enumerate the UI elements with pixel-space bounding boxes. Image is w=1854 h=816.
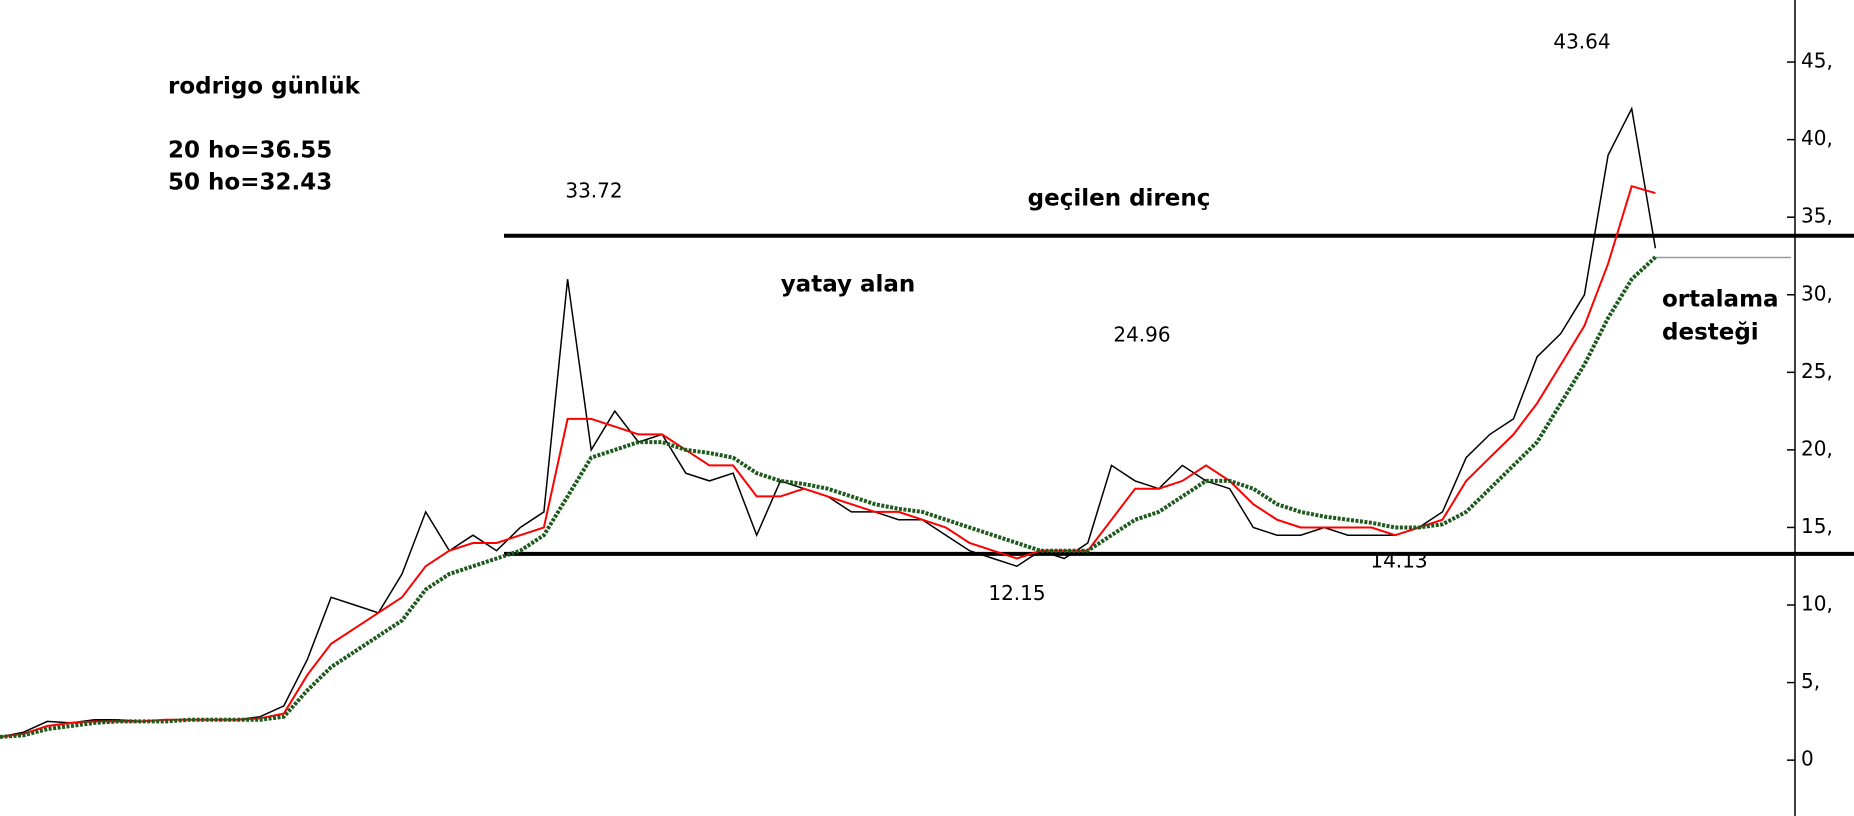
y-tick-label: 40, — [1801, 126, 1833, 150]
note: 50 ho=32.43 — [168, 170, 332, 196]
y-tick-label: 20, — [1801, 436, 1833, 460]
price-label: 24.96 — [1113, 322, 1170, 346]
y-tick-label: 25, — [1801, 359, 1833, 383]
series-line — [0, 255, 1657, 739]
y-tick-label: 35, — [1801, 204, 1833, 228]
note: geçilen direnç — [1028, 186, 1211, 212]
y-tick-label: 15, — [1801, 514, 1833, 538]
y-tick-label: 0 — [1801, 747, 1814, 771]
price-label: 43.64 — [1553, 30, 1610, 54]
note: desteği — [1662, 320, 1759, 346]
note: 20 ho=36.55 — [168, 138, 332, 164]
price-label: 12.15 — [988, 581, 1045, 605]
y-tick-label: 30, — [1801, 281, 1833, 305]
y-tick-label: 10, — [1801, 592, 1833, 616]
price-label: 14.13 — [1370, 548, 1427, 572]
y-tick-label: 45, — [1801, 49, 1833, 73]
chart-title: rodrigo günlük — [168, 74, 361, 100]
price-label: 33.72 — [565, 179, 622, 203]
note: ortalama — [1662, 287, 1779, 313]
note: yatay alan — [781, 272, 916, 298]
series-line — [0, 106, 1657, 738]
series-line — [0, 184, 1656, 738]
y-tick-label: 5, — [1801, 669, 1820, 693]
